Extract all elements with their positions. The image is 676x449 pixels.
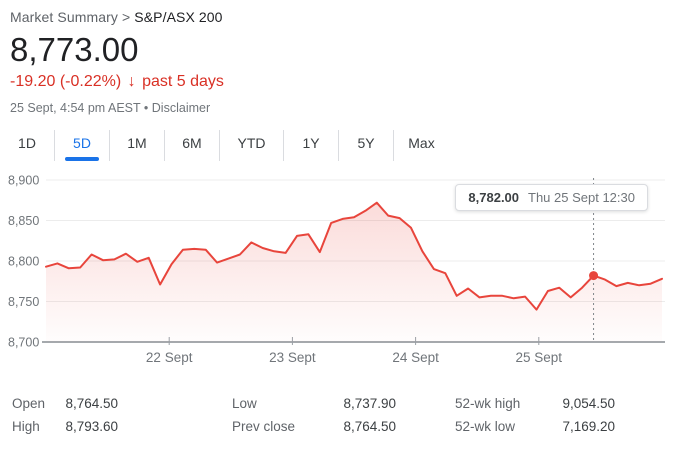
instrument-name: S&P/ASX 200 (134, 9, 223, 25)
tab-1m[interactable]: 1M (110, 130, 165, 161)
breadcrumb-separator: > (121, 9, 131, 25)
price-line (45, 201, 663, 311)
current-price: 8,773.00 (10, 31, 139, 68)
y-axis-label: 8,800 (8, 255, 39, 269)
stat-value: 9,054.50 (562, 396, 615, 411)
stat-label: Prev close (232, 419, 296, 434)
quote-timestamp: 25 Sept, 4:54 pm AEST (10, 101, 141, 115)
stat-row: Open 8,764.50 (12, 392, 118, 415)
stat-label: Open (12, 396, 46, 411)
market-summary-link[interactable]: Market Summary (10, 9, 118, 25)
x-axis-label: 22 Sept (146, 350, 193, 365)
tooltip-time: Thu 25 Sept 12:30 (528, 190, 635, 205)
tooltip-value: 8,782.00 (468, 190, 520, 205)
tab-ytd[interactable]: YTD (220, 130, 284, 161)
change-period: past 5 days (142, 73, 224, 90)
stat-column: Low 8,737.90 Prev close 8,764.50 (232, 392, 396, 438)
tab-1y[interactable]: 1Y (284, 130, 339, 161)
stat-label: High (12, 419, 40, 434)
x-axis-label: 23 Sept (269, 350, 316, 365)
y-axis-label: 8,750 (8, 295, 39, 309)
stat-value: 8,764.50 (65, 396, 118, 411)
chart-tooltip: 8,782.00 Thu 25 Sept 12:30 (455, 184, 648, 211)
x-axis-label: 24 Sept (392, 350, 439, 365)
stat-label: 52-wk high (455, 396, 521, 411)
tab-5y[interactable]: 5Y (339, 130, 394, 161)
stat-value: 7,169.20 (562, 419, 615, 434)
price-area-fill (46, 202, 662, 342)
stat-row: Prev close 8,764.50 (232, 415, 396, 438)
stat-row: 52-wk high 9,054.50 (455, 392, 615, 415)
stats-table: Open 8,764.50 High 8,793.60 Low 8,737.90 Prev … (0, 392, 676, 438)
y-axis-label: 8,850 (8, 214, 39, 228)
stat-label: Low (232, 396, 257, 411)
stat-column: Open 8,764.50 High 8,793.60 (12, 392, 118, 438)
tab-5d[interactable]: 5D (55, 130, 110, 161)
price-change-row: -19.20 (-0.22%) ↓ past 5 days (10, 72, 666, 92)
price-chart-svg[interactable]: 8,700 8,750 8,800 8,850 8,900 22 Sept 23 Sept 2… (0, 168, 676, 384)
disclaimer-link[interactable]: Disclaimer (151, 101, 211, 115)
y-axis-label: 8,700 (8, 336, 39, 350)
stat-label: 52-wk low (455, 419, 516, 434)
x-axis-label: 25 Sept (516, 350, 563, 365)
dot-separator: • (143, 101, 149, 115)
time-range-tabs: 1D 5D 1M 6M YTD 1Y 5Y Max (0, 130, 676, 161)
tab-max[interactable]: Max (408, 134, 435, 151)
quote-timestamp-row: 25 Sept, 4:54 pm AEST • Disclaimer (10, 101, 666, 115)
stat-value: 8,737.90 (343, 396, 396, 411)
quote-header: Market Summary > S&P/ASX 200 8,773.00 -1… (0, 0, 676, 115)
price-change: -19.20 (-0.22%) (10, 73, 122, 90)
stat-row: Low 8,737.90 (232, 392, 396, 415)
down-arrow-icon: ↓ (127, 73, 136, 90)
stat-row: 52-wk low 7,169.20 (455, 415, 615, 438)
y-axis-label: 8,900 (8, 174, 39, 188)
breadcrumb: Market Summary > S&P/ASX 200 (10, 9, 666, 25)
stat-row: High 8,793.60 (12, 415, 118, 438)
tab-6m[interactable]: 6M (165, 130, 220, 161)
price-chart[interactable]: 8,700 8,750 8,800 8,850 8,900 22 Sept 23 Sept 2… (0, 168, 676, 384)
stat-value: 8,764.50 (343, 419, 396, 434)
highlight-dot (589, 271, 599, 281)
stat-column: 52-wk high 9,054.50 52-wk low 7,169.20 (455, 392, 615, 438)
stat-value: 8,793.60 (65, 419, 118, 434)
tab-1d[interactable]: 1D (0, 130, 55, 161)
